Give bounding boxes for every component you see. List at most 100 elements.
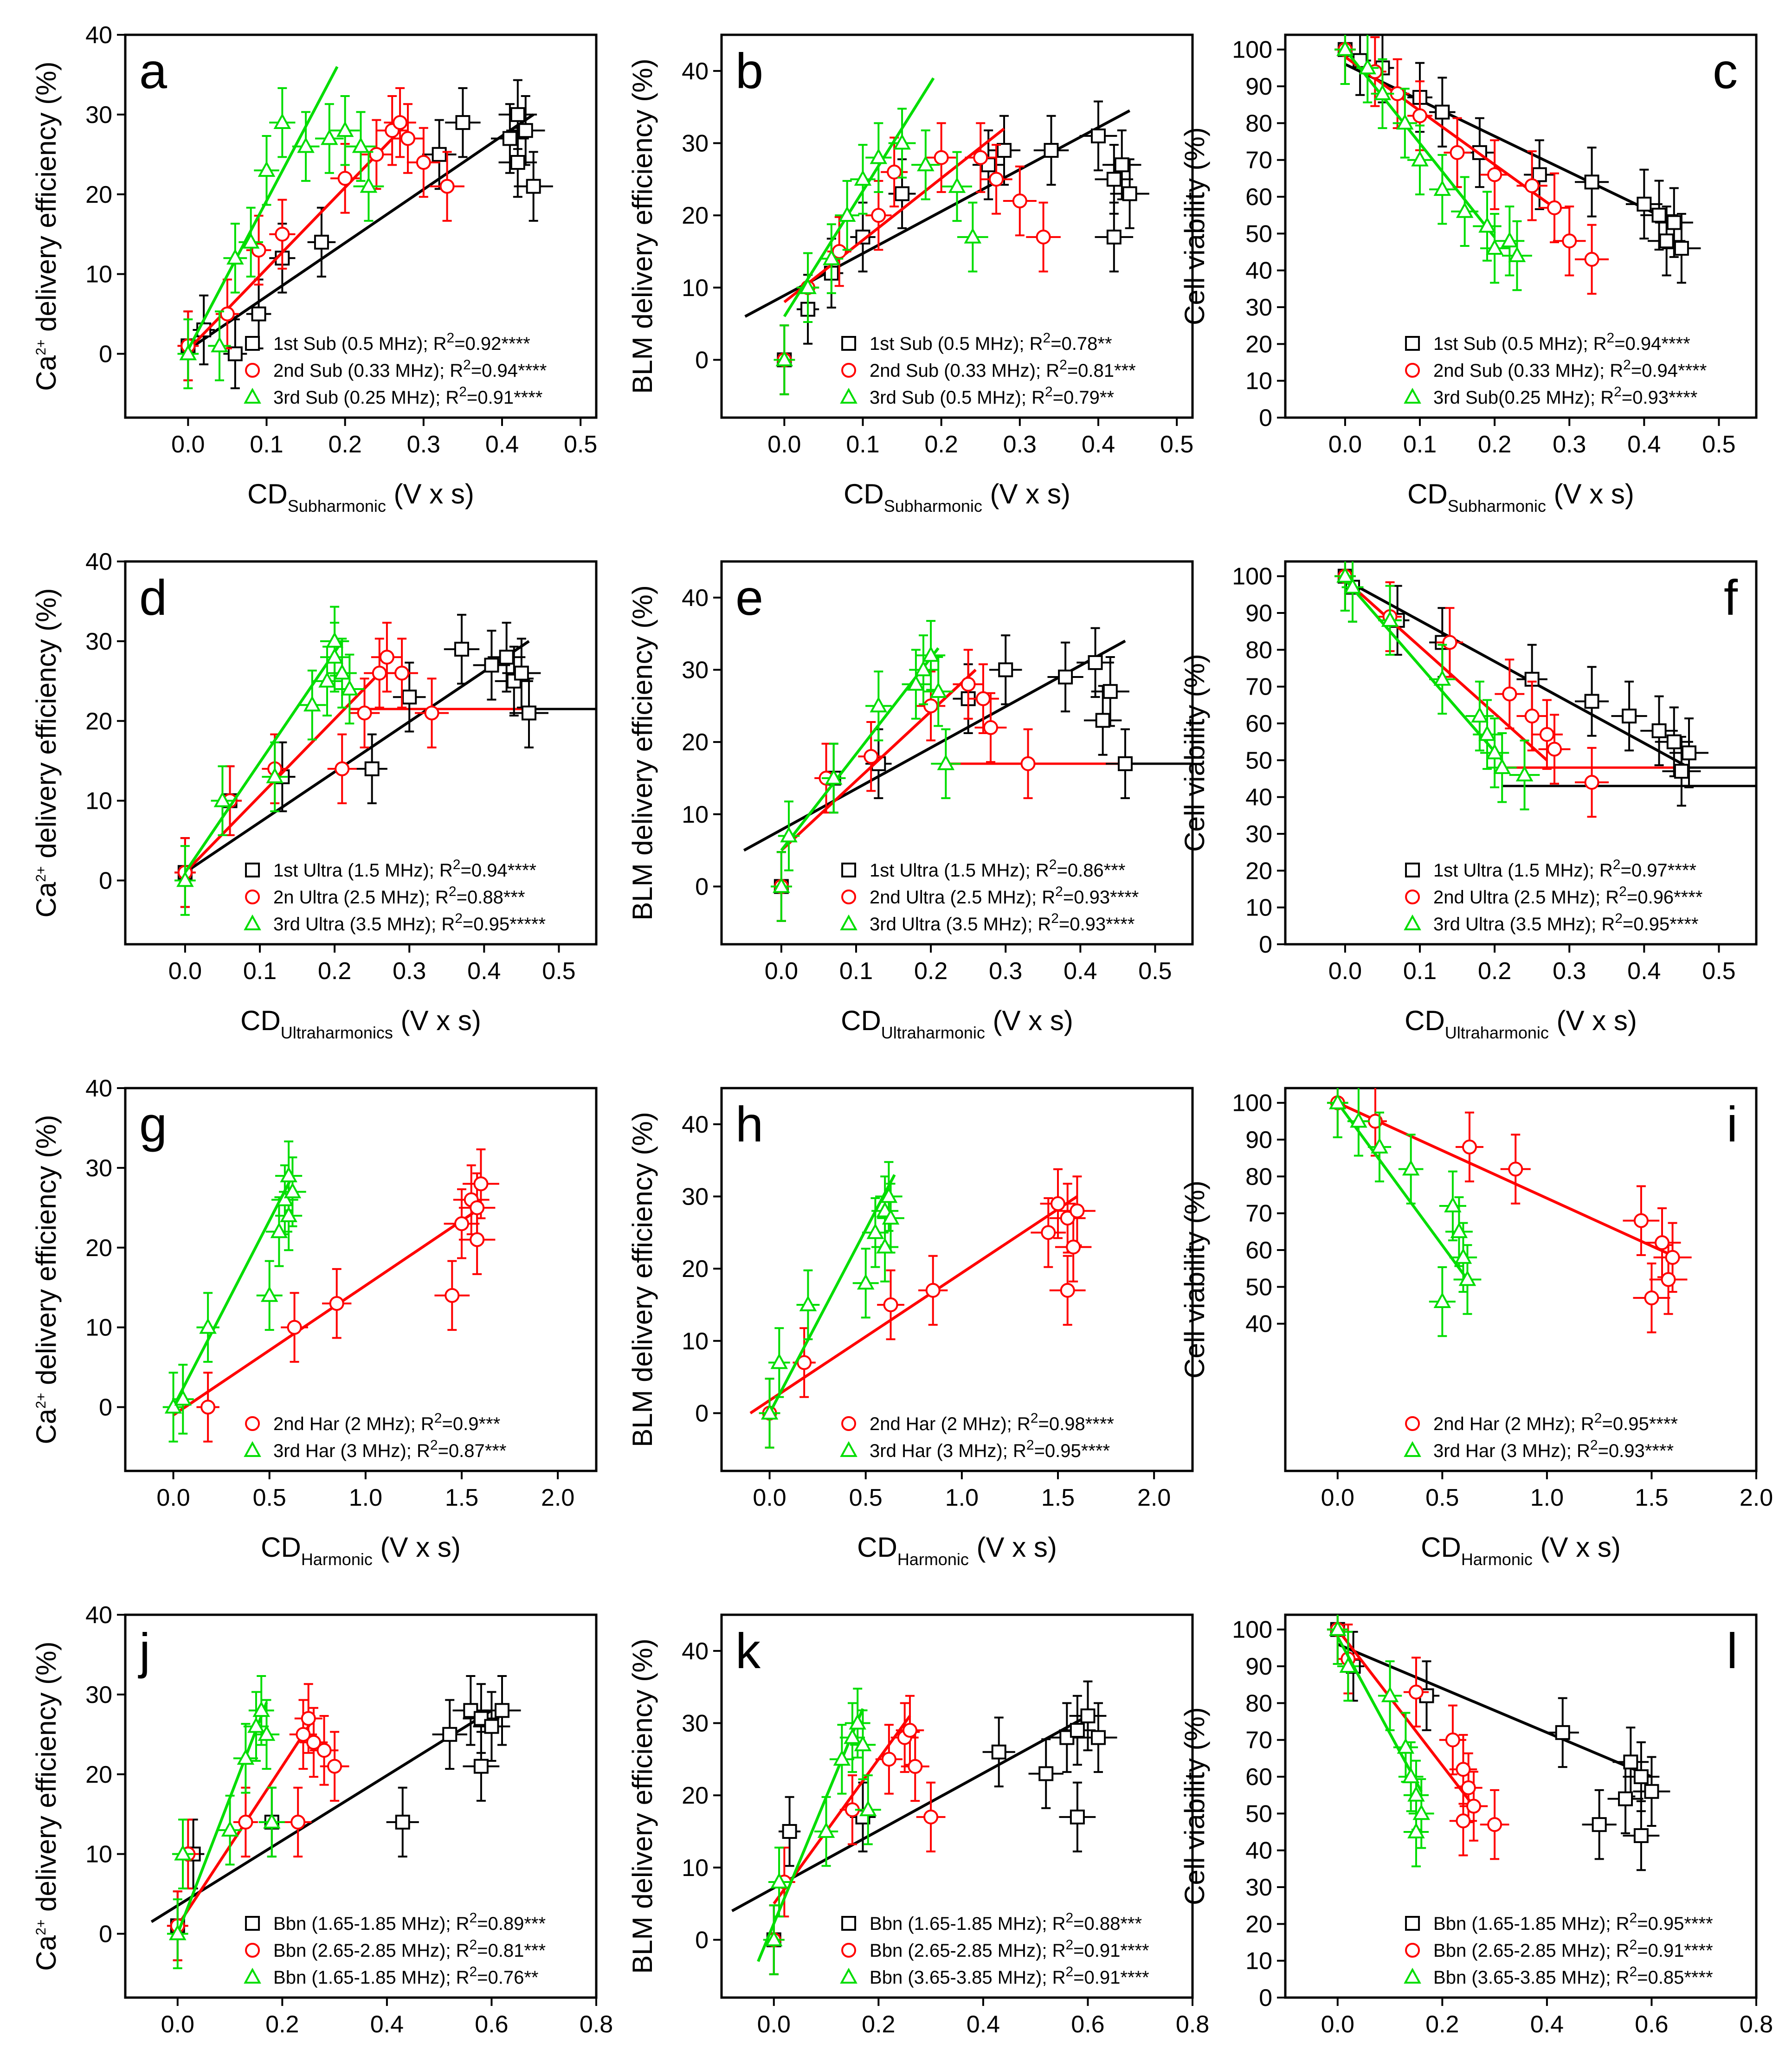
legend-marker — [841, 1943, 857, 1958]
legend-series-name: 3rd Ultra (3.5 MHz) — [273, 914, 431, 935]
legend-separator: ; — [1021, 387, 1031, 408]
panel-l: 0.0 0.2 0.4 0.6 0.8 0 10 20 30 40 50 60 70 80 90 100 l Ce… — [1179, 1613, 1773, 2063]
y-tick-label: 30 — [682, 1710, 709, 1737]
data-point — [925, 1283, 941, 1298]
data-point — [1435, 104, 1450, 120]
x-tick-label: 0.8 — [580, 2011, 613, 2038]
data-point — [1651, 207, 1667, 223]
data-point — [296, 1727, 311, 1742]
legend-r2-symbol: R — [456, 1914, 470, 1934]
legend-series-name: 2nd Sub (0.33 MHz) — [273, 361, 439, 381]
x-axis-label-main: CD — [1421, 1532, 1461, 1563]
y-axis-label-post: delivery efficiency (%) — [627, 1112, 658, 1390]
x-tick-label: 0.2 — [914, 958, 948, 985]
data-point — [871, 208, 886, 223]
legend-marker — [245, 863, 260, 877]
plot-data — [177, 66, 553, 389]
data-point — [1493, 758, 1511, 774]
data-point — [416, 155, 431, 170]
data-point — [1515, 765, 1534, 781]
y-tick-label: 10 — [1245, 1948, 1272, 1975]
data-point — [329, 1296, 344, 1311]
x-axis-label-sub: Ultraharmonic — [881, 1023, 985, 1042]
data-point — [1644, 1784, 1659, 1799]
x-tick-label: 0.3 — [393, 958, 426, 985]
legend-separator: ; — [1025, 860, 1036, 881]
data-point — [998, 662, 1013, 677]
data-point — [213, 791, 232, 807]
y-tick-label: 10 — [1245, 368, 1272, 395]
legend-r2-value: =0.81*** — [1067, 361, 1136, 381]
data-point — [1060, 1211, 1075, 1226]
data-point — [227, 346, 243, 361]
x-tick-label: 0.0 — [765, 958, 798, 985]
legend-r2-value: =0.92**** — [454, 334, 530, 354]
x-tick-label: 0.4 — [1627, 431, 1661, 458]
data-point — [1328, 1093, 1347, 1109]
x-tick-label: 0.4 — [370, 2011, 404, 2038]
y-tick-label: 40 — [1245, 258, 1272, 284]
data-point — [1661, 1272, 1676, 1287]
data-point — [1411, 150, 1429, 167]
legend-entry: 3rd Sub (0.25 MHz); R2=0.91**** — [273, 384, 542, 408]
fit-line — [783, 128, 1005, 303]
data-point — [908, 1759, 923, 1774]
data-point — [510, 155, 525, 170]
data-point — [1088, 655, 1103, 670]
legend-r2-value: =0.79** — [1053, 387, 1114, 408]
y-tick-label: 80 — [1245, 110, 1272, 137]
data-point — [394, 665, 410, 681]
x-axis-label: CDSubharmonic (V x s) — [844, 478, 1070, 516]
data-point — [1539, 727, 1554, 742]
legend-marker — [841, 863, 857, 877]
x-tick-label: 1.5 — [1635, 1484, 1668, 1511]
x-tick-label: 0.5 — [542, 958, 575, 985]
legend-marker — [1404, 1441, 1421, 1457]
legend-separator: ; — [1599, 361, 1610, 381]
fit-line — [1344, 579, 1503, 761]
data-point — [1618, 1791, 1633, 1806]
y-tick-label: 40 — [1245, 1837, 1272, 1864]
y-tick-label: 20 — [85, 181, 112, 208]
legend-separator: ; — [411, 1414, 421, 1434]
legend-marker — [245, 1943, 260, 1958]
x-axis-label: CDUltraharmonic (V x s) — [1405, 1005, 1637, 1042]
y-axis-label-post: delivery efficiency (%) — [31, 61, 62, 339]
x-tick-label: 0.2 — [1478, 958, 1511, 985]
data-point — [1080, 1708, 1096, 1723]
legend-separator: ; — [1605, 1914, 1616, 1934]
legend-separator: ; — [445, 1941, 456, 1961]
data-point — [1462, 1139, 1477, 1154]
data-point — [1524, 709, 1540, 724]
data-point — [1547, 741, 1562, 757]
data-point — [284, 1182, 302, 1199]
x-tick-label: 0.4 — [467, 958, 501, 985]
x-tick-label: 0.4 — [1064, 958, 1097, 985]
x-axis-label-sub: Subharmonic — [1448, 496, 1546, 516]
data-point — [1396, 114, 1414, 130]
x-tick-label: 0.6 — [1635, 2011, 1668, 2038]
plot-data — [1327, 1615, 1670, 1871]
data-point — [1592, 1817, 1607, 1832]
x-axis-label-main: CD — [844, 478, 884, 509]
y-tick-label: 50 — [1245, 1274, 1272, 1301]
data-point — [929, 682, 948, 698]
x-axis-label-unit: (V x s) — [1560, 2058, 1648, 2063]
panel-j: 0.0 0.2 0.4 0.6 0.8 0 10 20 30 40 j Ca2+ delivery e… — [31, 1602, 613, 2063]
y-axis-label-sup: 2+ — [33, 340, 49, 355]
legend-r2-symbol: R — [1581, 1414, 1594, 1434]
legend-entry: Bbn (3.65-3.85 MHz); R2=0.91**** — [870, 1964, 1149, 1988]
data-point — [275, 226, 290, 242]
data-point — [1508, 246, 1526, 262]
data-point — [1044, 143, 1059, 158]
legend-series-name: 3rd Har (3 MHz) — [1433, 1441, 1566, 1461]
x-axis-label-unit: (V x s) — [982, 478, 1070, 509]
x-axis-label: CDSubharmonic (V x s) — [247, 478, 474, 516]
y-tick-label: 80 — [1245, 637, 1272, 664]
legend-r2-symbol: R — [1030, 334, 1043, 354]
data-point — [454, 1216, 469, 1231]
panel-letter: f — [1724, 569, 1738, 625]
legend-r2-symbol: R — [1616, 1941, 1630, 1961]
y-tick-label: 100 — [1232, 37, 1272, 64]
legend-series-name: 3rd Sub (0.5 MHz) — [870, 387, 1021, 408]
